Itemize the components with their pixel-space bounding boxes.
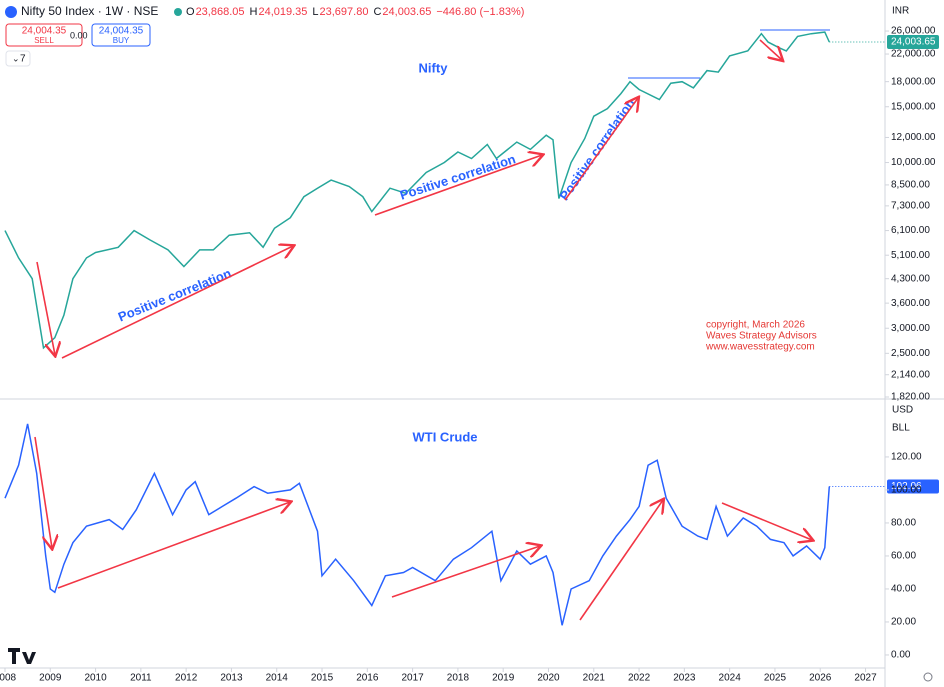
change: −446.80 (−1.83%) <box>436 6 524 18</box>
x-tick-label: 2022 <box>628 673 651 684</box>
arrow <box>61 246 293 359</box>
y-tick-label: 22,000.00 <box>891 49 936 60</box>
y-tick-label: 5,100.00 <box>891 250 930 261</box>
sell-button[interactable] <box>5 23 83 47</box>
last-price-box <box>887 35 939 50</box>
ohlc-key: L <box>312 6 318 18</box>
y-tick-label: 3,600.00 <box>891 298 930 309</box>
x-tick-label: 2010 <box>84 673 107 684</box>
x-tick-label: 2025 <box>764 673 787 684</box>
last-price-label: 102.06 <box>891 481 922 492</box>
currency[interactable]: INR <box>892 6 909 17</box>
x-tick-label: 2026 <box>809 673 832 684</box>
brand-logo <box>8 648 36 664</box>
x-tick-label: 2014 <box>266 673 289 684</box>
x-tick-label: 2009 <box>39 673 62 684</box>
y-tick-label: 18,000.00 <box>891 76 936 87</box>
y-tick-label: 15,000.00 <box>891 101 936 112</box>
buy-price: 24,004.35 <box>99 26 144 37</box>
y-tick-label: 40.00 <box>891 584 916 595</box>
symbol-logo <box>5 6 17 18</box>
x-tick-label: 2008 <box>0 673 17 684</box>
ohlc-value: 23,697.80 <box>320 6 369 18</box>
arrow <box>721 502 812 540</box>
buy-label: BUY <box>113 36 130 45</box>
settings-icon[interactable] <box>923 672 933 682</box>
ohlc-key: C <box>373 6 381 18</box>
y-tick-label: 0.00 <box>891 650 911 661</box>
y-tick-label: 10,000.00 <box>891 157 936 168</box>
spread: 0.00 <box>70 30 88 40</box>
ohlc: O 23,868.05 H 24,019.35 L 23,697.80 C 24,003.65… <box>186 6 524 18</box>
x-tick-label: 2021 <box>583 673 606 684</box>
y-tick-label: 80.00 <box>891 518 916 529</box>
ohlc-value: 24,019.35 <box>258 6 307 18</box>
y-tick-label: 8,500.00 <box>891 180 930 191</box>
y-tick-label: 4,300.00 <box>891 273 930 284</box>
ohlc-value: 24,003.65 <box>382 6 431 18</box>
pane-title: WTI Crude <box>413 429 478 444</box>
indicators-toggle[interactable] <box>5 50 31 67</box>
y-tick-label: 6,100.00 <box>891 225 930 236</box>
y-tick-label: 20.00 <box>891 617 916 628</box>
copyright: www.wavesstrategy.com <box>705 342 815 353</box>
x-tick-label: 2018 <box>447 673 470 684</box>
arrow <box>36 261 55 355</box>
sell-label: SELL <box>34 36 54 45</box>
y-tick-label: 7,300.00 <box>891 200 930 211</box>
x-tick-label: 2011 <box>130 673 152 684</box>
toggle-chevron: ⌄ <box>12 53 20 63</box>
x-tick-label: 2023 <box>673 673 696 684</box>
unit[interactable]: BLL <box>892 423 910 434</box>
x-tick-label: 2012 <box>175 673 198 684</box>
arrow <box>391 546 540 598</box>
price-line <box>4 423 831 626</box>
x-tick-label: 2013 <box>220 673 243 684</box>
buy-button[interactable] <box>91 23 151 47</box>
x-tick-label: 2015 <box>311 673 334 684</box>
ohlc-value: 23,868.05 <box>196 6 245 18</box>
y-tick-label: 3,000.00 <box>891 323 930 334</box>
indicators-count: 7 <box>20 54 26 65</box>
y-tick-label: 2,500.00 <box>891 348 930 359</box>
x-tick-label: 2024 <box>719 673 742 684</box>
arrow <box>34 436 52 548</box>
last-price-box <box>887 479 939 494</box>
ohlc-key: H <box>250 6 258 18</box>
x-tick-label: 2019 <box>492 673 515 684</box>
last-price-label: 24,003.65 <box>891 37 936 48</box>
y-tick-label: 120.00 <box>891 452 922 463</box>
x-tick-label: 2017 <box>401 673 424 684</box>
y-tick-label: 26,000.00 <box>891 26 936 37</box>
x-tick-label: 2020 <box>537 673 560 684</box>
x-tick-label: 2016 <box>356 673 379 684</box>
y-tick-label: 60.00 <box>891 551 916 562</box>
symbol: Nifty 50 Index · 1W · NSE <box>21 4 158 18</box>
arrow <box>759 39 782 60</box>
y-tick-label: 2,140.00 <box>891 369 930 380</box>
arrow <box>564 98 638 201</box>
price-labels: 24,003.65 102.06 <box>887 35 939 494</box>
pane-title: Nifty <box>419 60 449 75</box>
copyright: copyright, March 2026 <box>706 320 805 331</box>
y-tick-label: 100.00 <box>891 485 922 496</box>
ohlc-key: O <box>186 6 195 18</box>
x-tick-label: 2027 <box>854 673 877 684</box>
y-tick-label: 12,000.00 <box>891 132 936 143</box>
price-line <box>4 31 830 350</box>
market-status <box>174 8 182 16</box>
plot <box>4 31 885 626</box>
y-tick-label: 1,820.00 <box>891 392 930 403</box>
arrow <box>579 500 663 621</box>
arrow <box>374 155 542 216</box>
arrow <box>57 502 290 589</box>
currency[interactable]: USD <box>892 405 913 416</box>
sell-price: 24,004.35 <box>22 26 67 37</box>
copyright: Waves Strategy Advisors <box>706 331 817 342</box>
